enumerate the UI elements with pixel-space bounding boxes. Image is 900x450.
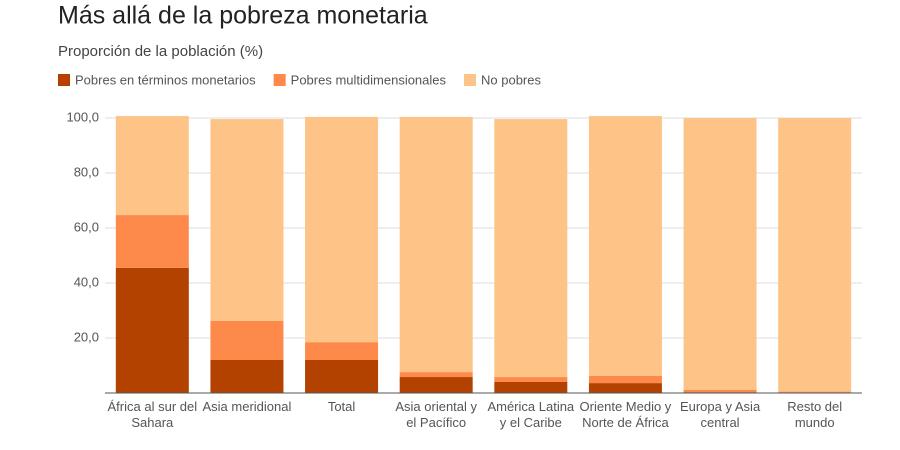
y-tick-label: 20,0 <box>74 329 99 344</box>
x-tick-label: Total <box>327 399 356 414</box>
bar-segment <box>399 372 473 378</box>
bar-segment <box>115 267 189 393</box>
legend-label: Pobres multidimensionales <box>291 72 447 87</box>
bar-segment <box>210 119 284 321</box>
x-tick-label: Asia meridional <box>202 399 292 414</box>
chart-title: Más allá de la pobreza monetaria <box>58 2 428 30</box>
x-tick-label-box: África al sur del Sahara <box>107 399 198 430</box>
bar-segment <box>115 215 189 268</box>
y-tick-label: 60,0 <box>74 219 99 234</box>
bar-segment <box>588 383 662 393</box>
bar-segment <box>494 377 568 382</box>
x-tick-label: Asia oriental y el Pacífico <box>395 399 478 430</box>
bar-segment <box>778 391 852 393</box>
x-tick-label-box: Total <box>327 399 356 414</box>
legend-swatch <box>273 74 286 86</box>
y-tick-label: 40,0 <box>74 274 99 289</box>
y-tick-label: 80,0 <box>74 164 99 179</box>
bar-segment <box>399 116 473 373</box>
bar-segment <box>399 377 473 393</box>
bar-segment <box>210 320 284 360</box>
bar-segment <box>494 119 568 378</box>
bar-segment <box>305 360 379 393</box>
legend-label: No pobres <box>481 72 541 87</box>
bar-segment <box>588 375 662 384</box>
bar-segment <box>210 360 284 393</box>
chart-subtitle: Proporción de la población (%) <box>58 43 263 60</box>
legend-swatch <box>58 74 70 86</box>
bar-segment <box>683 118 757 390</box>
x-tick-label: Europa y Asia central <box>679 399 761 430</box>
bar-segment <box>588 116 662 376</box>
x-tick-label: Resto del mundo <box>787 399 843 430</box>
x-tick-label: América Latina y el Caribe <box>487 399 575 430</box>
x-tick-label-box: Asia oriental y el Pacífico <box>395 399 478 430</box>
legend-swatch <box>464 74 477 86</box>
x-tick-label: África al sur del Sahara <box>107 399 198 430</box>
bar-segment <box>494 382 568 393</box>
legend-label: Pobres en términos monetarios <box>75 72 256 87</box>
bar-segment <box>683 389 757 393</box>
bar-segment <box>305 342 379 360</box>
x-tick-label-box: América Latina y el Caribe <box>487 399 575 430</box>
y-tick-label: 100,0 <box>66 109 99 124</box>
x-tick-label: Oriente Medio y Norte de África <box>579 399 672 430</box>
bar-segment <box>115 116 189 216</box>
x-tick-label-box: Asia meridional <box>202 399 292 414</box>
bar-segment <box>778 118 852 392</box>
x-tick-label-box: Resto del mundo <box>787 399 843 430</box>
bar-segment <box>305 116 379 343</box>
x-tick-label-box: Europa y Asia central <box>679 399 761 430</box>
x-tick-label-box: Oriente Medio y Norte de África <box>579 399 672 430</box>
